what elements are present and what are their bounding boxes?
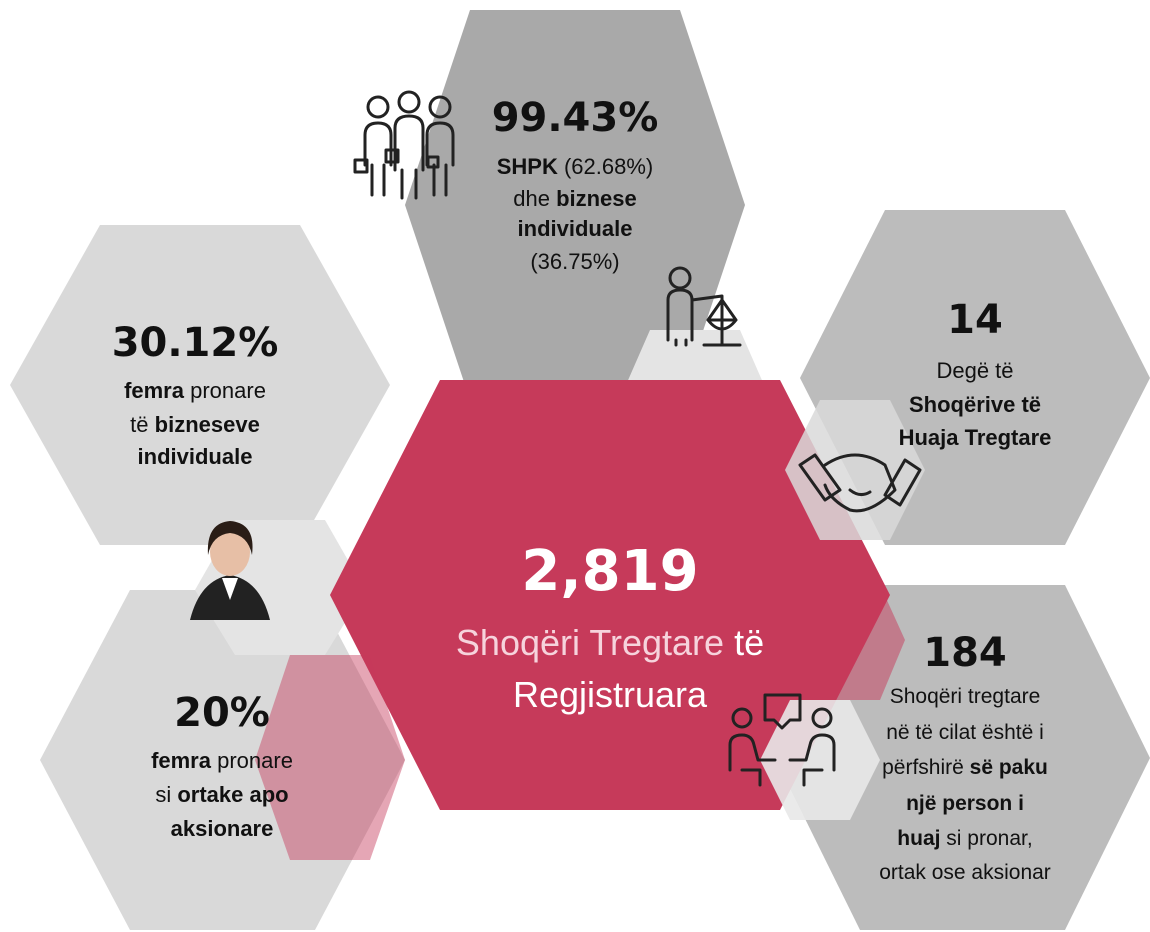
text-part: femra xyxy=(151,748,212,773)
text-part: të xyxy=(130,412,154,437)
text-part: aksionare xyxy=(171,816,274,841)
text-part: Huaja Tregtare xyxy=(899,425,1052,450)
text-part: SHPK xyxy=(497,154,558,179)
headline: 2,819 xyxy=(521,539,698,604)
headline: 20% xyxy=(174,690,270,736)
text-line: aksionare xyxy=(171,816,274,841)
text-part: së paku xyxy=(970,756,1048,779)
text-part: biznese xyxy=(556,186,637,211)
text-line: Shoqërive të xyxy=(909,392,1041,417)
text-line: një person i xyxy=(906,792,1024,815)
infographic: 99.43%SHPK (62.68%)dhe bizneseindividual… xyxy=(0,0,1150,932)
text-line: Shoqëri Tregtare të xyxy=(456,622,764,663)
text-line: Shoqëri tregtare xyxy=(890,685,1041,708)
text-line: individuale xyxy=(518,216,633,241)
text-part: bizneseve xyxy=(155,412,260,437)
text-line: të bizneseve xyxy=(130,412,260,437)
text-part: përfshirë xyxy=(882,756,970,779)
text-part: individuale xyxy=(518,216,633,241)
text-line: si ortake apo xyxy=(155,782,288,807)
text-part: në të cilat është i xyxy=(886,721,1044,744)
text-line: femra pronare xyxy=(124,378,266,403)
text-line: individuale xyxy=(138,444,253,469)
text-part: huaj xyxy=(897,827,940,850)
text-line: ortak ose aksionar xyxy=(879,861,1051,884)
text-part: pronare xyxy=(211,748,293,773)
headline: 14 xyxy=(947,297,1003,343)
text-part: si pronar, xyxy=(940,827,1032,850)
text-part: femra xyxy=(124,378,185,403)
text-part: një person i xyxy=(906,792,1024,815)
headline: 184 xyxy=(923,630,1007,676)
text-part: Shoqërive të xyxy=(909,392,1041,417)
text-part: pronare xyxy=(184,378,266,403)
text-line: huaj si pronar, xyxy=(897,827,1032,850)
text-part: Shoqëri Tregtare xyxy=(456,622,724,663)
text-line: Degë të xyxy=(936,358,1013,383)
text-line: Huaja Tregtare xyxy=(899,425,1052,450)
text-part: si xyxy=(155,782,177,807)
text-part: dhe xyxy=(513,186,556,211)
text-part: Regjistruara xyxy=(513,674,708,715)
text-line: dhe biznese xyxy=(513,186,637,211)
text-part: ortake apo xyxy=(177,782,288,807)
text-line: femra pronare xyxy=(151,748,293,773)
text-part: të xyxy=(724,622,764,663)
text-line: Regjistruara xyxy=(513,674,708,715)
text-part: (62.68%) xyxy=(558,154,653,179)
headline: 99.43% xyxy=(492,95,659,141)
text-line: (36.75%) xyxy=(530,249,619,274)
headline: 30.12% xyxy=(112,320,279,366)
text-part: Shoqëri tregtare xyxy=(890,685,1041,708)
text-part: ortak ose aksionar xyxy=(879,861,1051,884)
text-line: SHPK (62.68%) xyxy=(497,154,654,179)
text-line: në të cilat është i xyxy=(886,721,1044,744)
text-part: individuale xyxy=(138,444,253,469)
text-part: (36.75%) xyxy=(530,249,619,274)
text-line: përfshirë së paku xyxy=(882,756,1048,779)
text-part: Degë të xyxy=(936,358,1013,383)
